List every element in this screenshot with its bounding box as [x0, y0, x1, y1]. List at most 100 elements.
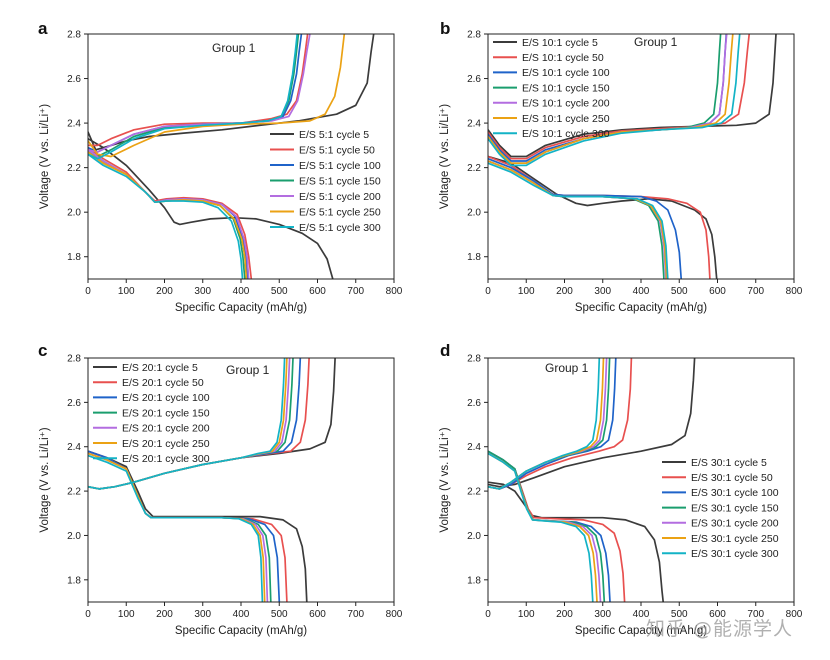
legend: E/S 10:1 cycle 5 E/S 10:1 cycle 50 E/S 10:…: [493, 37, 610, 140]
x-tick-label: 100: [518, 609, 535, 620]
panel-letter: d: [440, 341, 450, 360]
legend: E/S 20:1 cycle 5 E/S 20:1 cycle 50 E/S 20:…: [93, 362, 210, 465]
legend-label: E/S 10:1 cycle 100: [522, 67, 610, 79]
x-axis-title: Specific Capacity (mAh/g): [175, 625, 307, 637]
legend-label: E/S 30:1 cycle 250: [691, 533, 779, 545]
x-tick-label: 300: [594, 609, 611, 620]
legend-label: E/S 20:1 cycle 150: [122, 407, 210, 419]
legend-label: E/S 20:1 cycle 100: [122, 392, 210, 404]
panel-letter: b: [440, 19, 450, 38]
panel-d: 0 100 200 300 400 500 600 700 800 1.8 2.0 2.2 2.4 2.6…: [439, 341, 803, 637]
series-discharge-cycle-5: [488, 155, 718, 279]
series-charge-cycle-5: [488, 358, 696, 488]
panel-c: 0 100 200 300 400 500 600 700 800 1.8 2.0 2.2 2.4 2.6…: [38, 341, 403, 637]
legend-label: E/S 30:1 cycle 100: [691, 487, 779, 499]
x-tick-label: 300: [194, 286, 211, 297]
legend: E/S 30:1 cycle 5 E/S 30:1 cycle 50 E/S 30:…: [662, 457, 779, 560]
series-discharge-cycle-50: [488, 450, 626, 602]
series-discharge-cycle-200: [488, 160, 667, 279]
series-discharge-cycle-200: [488, 452, 602, 602]
x-tick-label: 300: [194, 609, 211, 620]
x-tick-label: 0: [485, 609, 491, 620]
legend-label: E/S 20:1 cycle 50: [122, 377, 204, 389]
x-tick-label: 800: [786, 286, 803, 297]
y-tick-label: 2.6: [67, 74, 81, 85]
legend-label: E/S 20:1 cycle 200: [122, 423, 210, 435]
x-axis-title: Specific Capacity (mAh/g): [575, 302, 707, 314]
x-tick-label: 0: [85, 609, 91, 620]
legend-label: E/S 10:1 cycle 250: [522, 113, 610, 125]
legend-label: E/S 10:1 cycle 50: [522, 52, 604, 64]
series-discharge-cycle-50: [88, 146, 253, 279]
series-discharge-cycle-200: [88, 452, 269, 602]
y-tick-label: 2.0: [467, 208, 481, 219]
series-charge-cycle-50: [488, 34, 751, 160]
curves-b: [488, 34, 777, 279]
legend-label: E/S 10:1 cycle 5: [522, 37, 598, 49]
legend-label: E/S 30:1 cycle 200: [691, 518, 779, 530]
x-tick-label: 100: [118, 609, 135, 620]
y-tick-label: 2.2: [67, 163, 81, 174]
y-tick-label: 1.8: [67, 575, 81, 586]
y-tick-label: 1.8: [67, 252, 81, 263]
group-label: Group 1: [634, 35, 678, 49]
x-tick-label: 800: [386, 609, 403, 620]
legend: E/S 5:1 cycle 5 E/S 5:1 cycle 50 E/S 5:1 c…: [270, 129, 381, 234]
panel-a: 0 100 200 300 400 500 600 700 800 1.8 2.0 2.2 2.4 2.6…: [38, 19, 403, 314]
series-discharge-cycle-100: [488, 157, 683, 279]
y-tick-label: 2.8: [67, 30, 81, 41]
x-tick-label: 700: [347, 286, 364, 297]
series-discharge-cycle-250: [88, 151, 248, 279]
group-label: Group 1: [212, 41, 256, 55]
x-tick-label: 700: [747, 609, 764, 620]
x-tick-label: 500: [671, 609, 688, 620]
x-tick-label: 400: [633, 609, 650, 620]
x-tick-label: 600: [309, 609, 326, 620]
y-tick-label: 1.8: [467, 575, 481, 586]
series-charge-cycle-300: [488, 358, 601, 490]
legend-label: E/S 30:1 cycle 300: [691, 548, 779, 560]
y-axis-title: Voltage (V vs. Li/Li⁺): [439, 427, 451, 532]
series-charge-cycle-150: [88, 34, 300, 158]
y-tick-label: 2.6: [467, 398, 481, 409]
y-tick-label: 2.8: [67, 354, 81, 365]
series-discharge-cycle-100: [88, 450, 281, 602]
y-tick-label: 2.6: [467, 74, 481, 85]
curves-a: [88, 34, 375, 279]
x-tick-label: 500: [271, 609, 288, 620]
series-charge-cycle-5: [488, 34, 777, 158]
y-tick-label: 2.4: [467, 442, 481, 453]
y-tick-label: 1.8: [467, 252, 481, 263]
legend-label: E/S 30:1 cycle 5: [691, 457, 767, 469]
y-tick-label: 2.4: [467, 119, 481, 130]
curves-c: [88, 358, 336, 602]
y-tick-label: 2.2: [467, 163, 481, 174]
x-tick-label: 700: [347, 609, 364, 620]
x-tick-label: 100: [518, 286, 535, 297]
x-tick-label: 0: [485, 286, 491, 297]
series-discharge-cycle-300: [88, 454, 264, 602]
series-charge-cycle-50: [88, 34, 309, 147]
y-axis-title: Voltage (V vs. Li/Li⁺): [39, 427, 51, 532]
x-tick-label: 200: [156, 609, 173, 620]
x-tick-label: 600: [709, 286, 726, 297]
y-tick-label: 2.0: [67, 208, 81, 219]
x-tick-label: 700: [747, 286, 764, 297]
y-tick-label: 2.2: [467, 487, 481, 498]
x-axis-title: Specific Capacity (mAh/g): [575, 625, 707, 637]
series-discharge-cycle-150: [88, 151, 246, 279]
series-discharge-cycle-300: [488, 162, 669, 279]
x-tick-label: 200: [556, 609, 573, 620]
x-tick-label: 200: [556, 286, 573, 297]
series-discharge-cycle-250: [488, 452, 598, 602]
x-tick-label: 400: [233, 286, 250, 297]
series-charge-cycle-300: [88, 34, 299, 160]
series-charge-cycle-250: [488, 358, 605, 490]
x-axis-title: Specific Capacity (mAh/g): [175, 302, 307, 314]
y-tick-label: 2.2: [67, 487, 81, 498]
y-tick-label: 2.0: [67, 531, 81, 542]
x-tick-label: 0: [85, 286, 91, 297]
y-tick-label: 2.8: [467, 30, 481, 41]
legend-label: E/S 30:1 cycle 50: [691, 472, 773, 484]
series-discharge-cycle-150: [488, 160, 665, 279]
